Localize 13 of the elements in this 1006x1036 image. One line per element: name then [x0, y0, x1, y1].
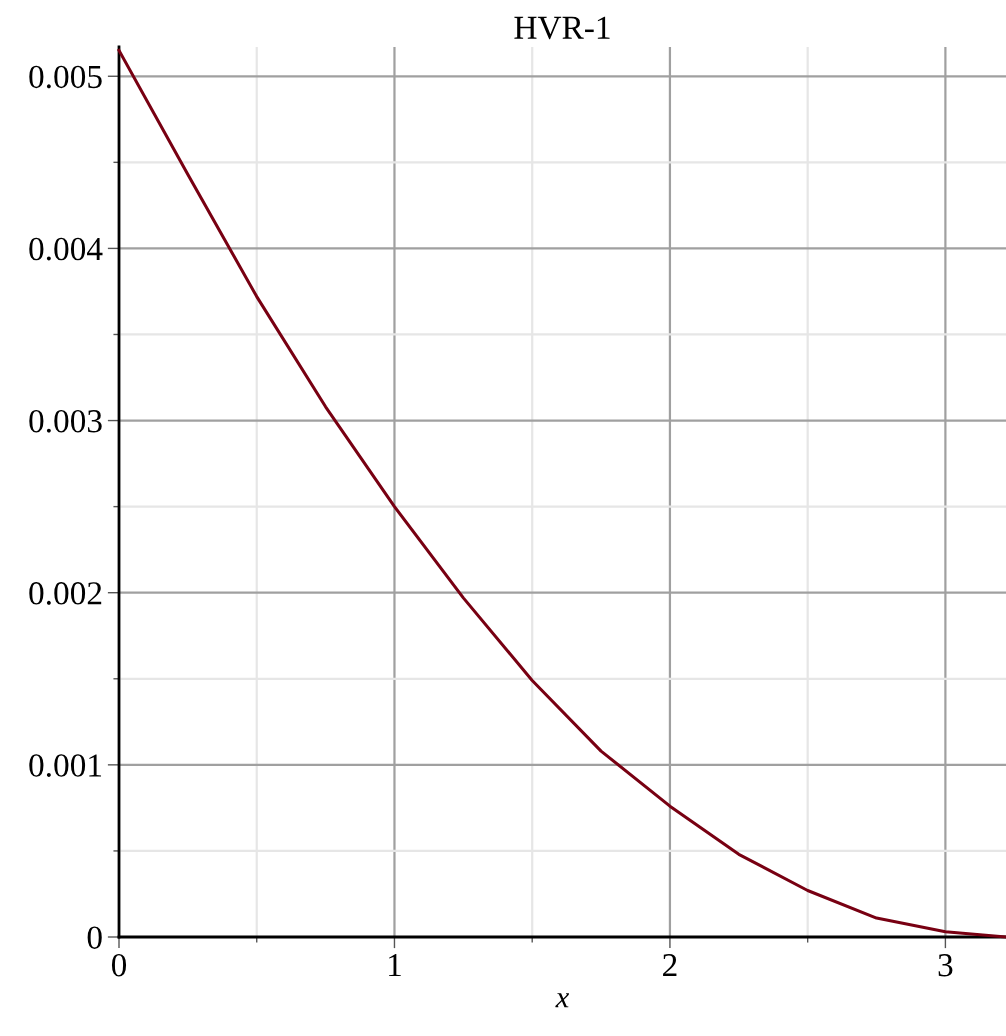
line-series [117, 48, 1006, 939]
chart-title: HVR-1 [514, 16, 610, 40]
y-tick-label: 0.004 [29, 237, 103, 261]
x-tick-label: 3 [938, 954, 953, 977]
x-axis-title: x [555, 993, 570, 1008]
y-tick-label: 0.005 [29, 65, 102, 89]
x-tick-label: 2 [663, 954, 677, 977]
x-tick-label: 1 [389, 954, 401, 977]
y-tick-label: 0.002 [29, 582, 102, 605]
y-tick-label: 0.001 [29, 754, 102, 777]
x-tick-label: 0 [111, 953, 127, 977]
y-tick-label: 0.003 [29, 409, 102, 433]
y-tick-label: 0 [87, 926, 102, 949]
